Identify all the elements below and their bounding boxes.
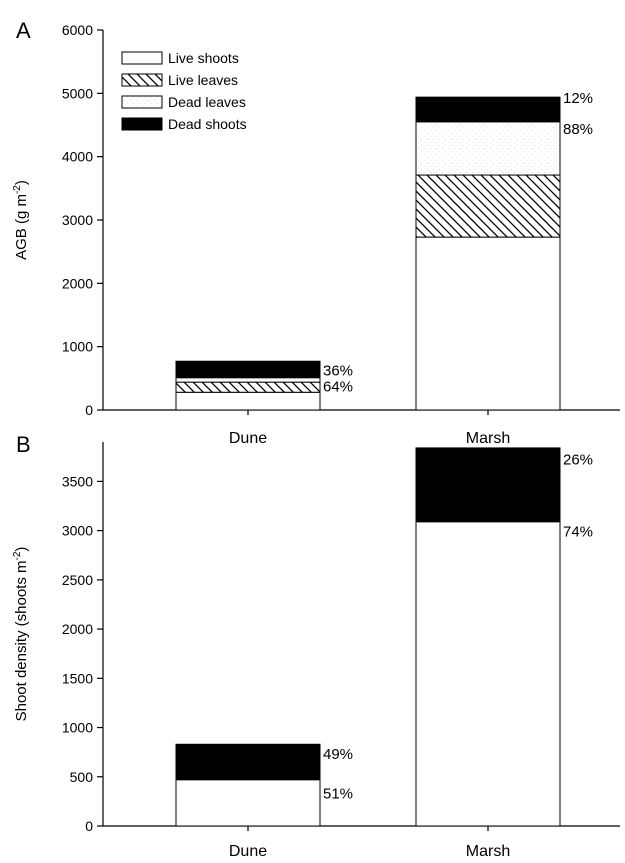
percent-label: 64% — [323, 379, 353, 396]
y-axis-title-main: Shoot density (shoots m — [13, 560, 30, 721]
legend-swatch-3 — [121, 117, 163, 131]
bar-segment-dune-1 — [175, 381, 321, 393]
y-axis-title-superscript: -2 — [12, 185, 23, 194]
bar-segment-marsh-0 — [415, 521, 561, 827]
percent-label: 26% — [563, 452, 593, 469]
x-tick-label-marsh: Marsh — [466, 843, 510, 860]
y-tick-label: 1000 — [62, 720, 93, 736]
percent-label: 88% — [563, 121, 593, 138]
legend-label: Live shoots — [168, 50, 239, 66]
bar-segment-marsh-3 — [415, 96, 561, 123]
y-axis-title: Shoot density (shoots m-2) — [12, 547, 30, 722]
x-tick-label-dune: Dune — [229, 430, 267, 447]
bar-segment-dune-0 — [175, 779, 321, 827]
legend: Live shoots Live leaves Dead leaves Dead sh… — [121, 50, 247, 132]
y-tick-label: 0 — [85, 402, 93, 418]
y-tick-label: 6000 — [62, 22, 93, 38]
y-tick-label: 3000 — [62, 212, 93, 228]
y-axis-title-end: ) — [13, 547, 30, 552]
legend-swatch-0 — [121, 51, 163, 65]
panel-a: A 0 1000 2000 3000 4000 5000 6000 AGB (g m-2) Dun… — [12, 18, 620, 447]
x-tick-label-dune: Dune — [229, 843, 267, 860]
percent-label: 36% — [323, 363, 353, 380]
y-axis-title-main: AGB (g m — [13, 194, 30, 260]
x-tick-label-marsh: Marsh — [466, 430, 510, 447]
bar-segment-marsh-0 — [415, 236, 561, 411]
y-axis-title-end: ) — [13, 180, 30, 185]
bar-segment-marsh-1 — [415, 174, 561, 238]
panel-letter: A — [16, 18, 31, 43]
y-tick-label: 3000 — [62, 523, 93, 539]
percent-label: 74% — [563, 524, 593, 541]
legend-label: Live leaves — [168, 72, 238, 88]
y-tick-label: 4000 — [62, 149, 93, 165]
percent-label: 51% — [323, 786, 353, 803]
y-axis-title: AGB (g m-2) — [12, 180, 30, 260]
y-tick-label: 2000 — [62, 621, 93, 637]
bar-segment-marsh-2 — [415, 121, 561, 176]
panel-b: B 0 500 1000 1500 2000 2500 3000 3500 Shoot densi… — [12, 432, 620, 860]
legend-swatch-2 — [121, 95, 163, 109]
bar-segment-dune-2 — [175, 377, 321, 383]
legend-label: Dead leaves — [168, 94, 246, 110]
bar-segment-dune-0 — [175, 391, 321, 411]
y-tick-label: 5000 — [62, 85, 93, 101]
y-tick-label: 500 — [70, 769, 94, 785]
y-tick-label: 1500 — [62, 670, 93, 686]
bar-segment-dune-3 — [175, 360, 321, 379]
percent-label: 49% — [323, 746, 353, 763]
y-tick-label: 2500 — [62, 572, 93, 588]
percent-label: 12% — [563, 90, 593, 107]
bar-segment-dune-1 — [175, 743, 321, 781]
legend-swatch-1 — [121, 73, 163, 87]
bar-segment-marsh-1 — [415, 447, 561, 523]
y-axis-title-superscript: -2 — [12, 551, 23, 560]
legend-label: Dead shoots — [168, 116, 247, 132]
y-tick-label: 3500 — [62, 473, 93, 489]
y-tick-label: 0 — [85, 818, 93, 834]
y-tick-label: 1000 — [62, 339, 93, 355]
panel-letter: B — [16, 432, 31, 457]
y-tick-label: 2000 — [62, 275, 93, 291]
